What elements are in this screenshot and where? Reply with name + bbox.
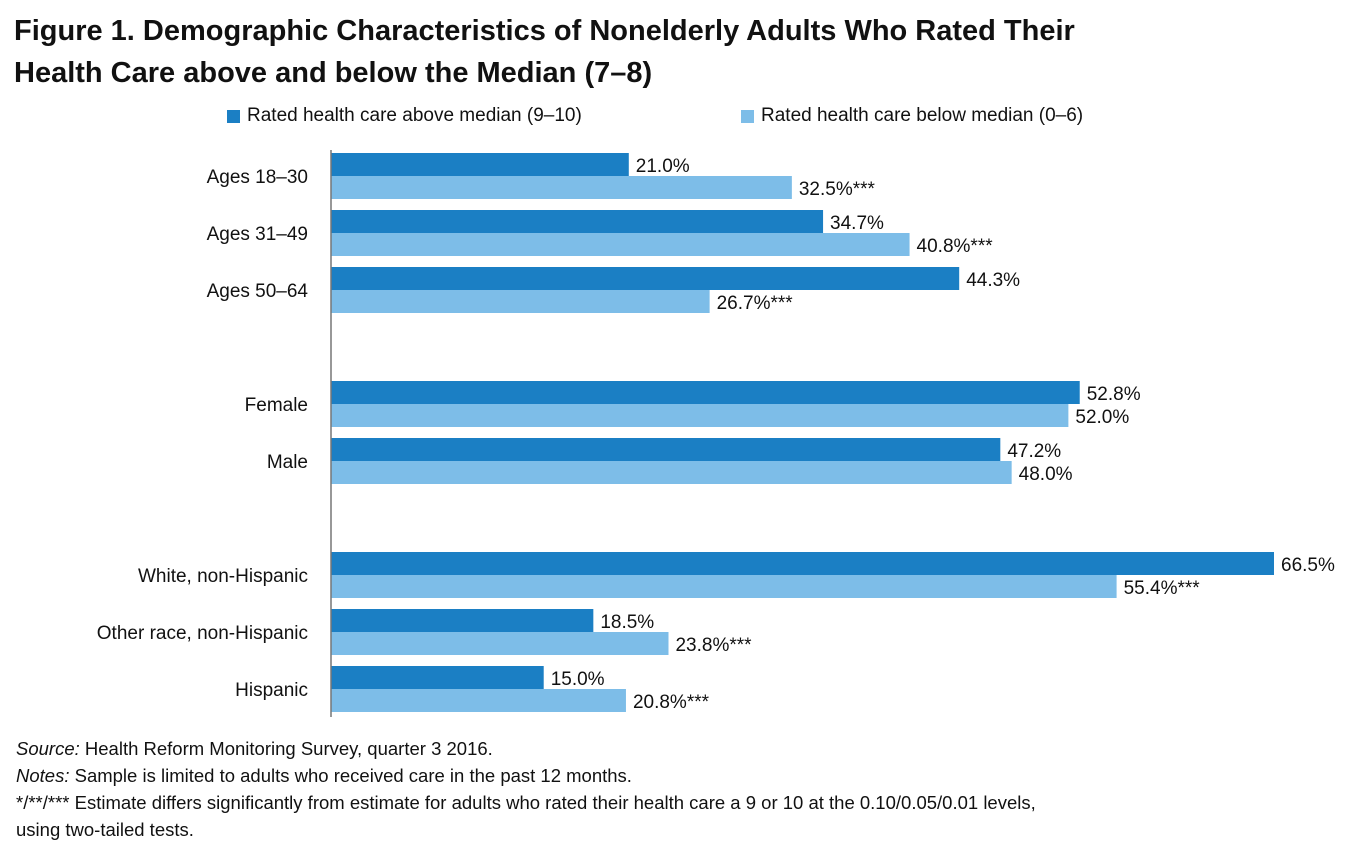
bar-above-median bbox=[331, 438, 1001, 461]
category-label: Ages 50–64 bbox=[207, 281, 309, 302]
bar-below-median bbox=[331, 290, 710, 313]
bar-below-median bbox=[331, 461, 1012, 484]
category-label: White, non-Hispanic bbox=[138, 566, 308, 587]
data-label: 34.7% bbox=[830, 213, 884, 234]
category-label: Ages 18–30 bbox=[207, 167, 308, 188]
data-label: 47.2% bbox=[1007, 441, 1061, 462]
bar-above-median bbox=[331, 210, 824, 233]
data-label: 23.8%*** bbox=[675, 635, 752, 656]
category-label: Male bbox=[267, 452, 308, 473]
category-label: Female bbox=[245, 395, 308, 416]
data-label: 18.5% bbox=[600, 612, 654, 633]
bar-above-median bbox=[331, 381, 1080, 404]
bar-below-median bbox=[331, 689, 626, 712]
bar-below-median bbox=[331, 632, 669, 655]
data-label: 32.5%*** bbox=[799, 179, 876, 200]
data-label: 52.8% bbox=[1087, 384, 1141, 405]
data-label: 15.0% bbox=[551, 669, 605, 690]
bar-above-median bbox=[331, 153, 629, 176]
bar-below-median bbox=[331, 404, 1069, 427]
data-label: 66.5% bbox=[1281, 555, 1335, 576]
bar-below-median bbox=[331, 176, 792, 199]
title-line-2: Health Care above and below the Median (… bbox=[14, 57, 653, 89]
significance-note: */**/*** Estimate differs significantly … bbox=[16, 792, 1036, 813]
legend-label-below: Rated health care below median (0–6) bbox=[761, 105, 1084, 126]
data-label: 48.0% bbox=[1019, 464, 1073, 485]
bar-above-median bbox=[331, 552, 1274, 575]
data-label: 40.8%*** bbox=[917, 236, 994, 257]
data-label: 20.8%*** bbox=[633, 692, 710, 713]
bar-above-median bbox=[331, 666, 544, 689]
footnotes: Source: Health Reform Monitoring Survey,… bbox=[16, 735, 1346, 843]
title-line-1: Figure 1. Demographic Characteristics of… bbox=[14, 15, 1075, 47]
sample-note: Notes: Sample is limited to adults who r… bbox=[16, 765, 632, 786]
bar-above-median bbox=[331, 267, 960, 290]
bar-below-median bbox=[331, 233, 910, 256]
chart-title: Figure 1. Demographic Characteristics of… bbox=[14, 10, 1344, 94]
legend-swatch-below bbox=[741, 109, 754, 123]
data-label: 52.0% bbox=[1075, 407, 1129, 428]
bar-below-median bbox=[331, 575, 1117, 598]
data-label: 26.7%*** bbox=[717, 293, 794, 314]
legend-swatch-above bbox=[227, 109, 240, 123]
legend-item-below: Rated health care below median (0–6) bbox=[741, 105, 1083, 127]
category-label: Ages 31–49 bbox=[207, 224, 308, 245]
data-label: 44.3% bbox=[966, 270, 1020, 291]
significance-note-cont: using two-tailed tests. bbox=[16, 819, 194, 840]
data-label: 55.4%*** bbox=[1124, 578, 1201, 599]
bar-above-median bbox=[331, 609, 594, 632]
legend-item-above: Rated health care above median (9–10) bbox=[227, 105, 582, 127]
category-label: Other race, non-Hispanic bbox=[97, 623, 308, 644]
data-label: 21.0% bbox=[636, 156, 690, 177]
legend-label-above: Rated health care above median (9–10) bbox=[247, 105, 582, 126]
category-label: Hispanic bbox=[235, 680, 308, 701]
source-note: Source: Health Reform Monitoring Survey,… bbox=[16, 738, 493, 759]
